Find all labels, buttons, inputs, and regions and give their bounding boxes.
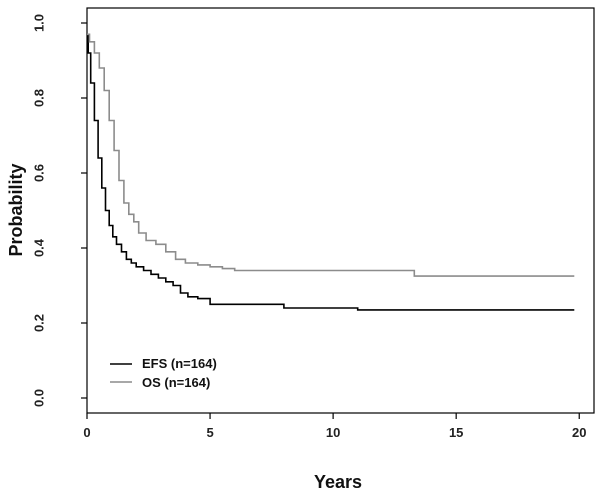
series-layer [87, 33, 575, 311]
x-axis-title: Years [314, 472, 362, 492]
y-tick-label: 0.8 [32, 89, 47, 107]
y-axis-title: Probability [6, 163, 26, 256]
legend-label-efs: EFS (n=164) [142, 356, 217, 371]
plot-frame [86, 7, 595, 414]
x-tick-label: 5 [206, 425, 213, 440]
x-tick-label: 15 [449, 425, 463, 440]
series-line-os [87, 33, 575, 277]
x-tick-label: 0 [83, 425, 90, 440]
x-tick-label: 10 [326, 425, 340, 440]
x-axis: 0 5 10 15 20 [83, 413, 586, 440]
legend-label-os: OS (n=164) [142, 375, 210, 390]
series-line-efs [87, 33, 575, 311]
y-tick-label: 0.4 [32, 238, 47, 257]
y-tick-label: 0.6 [32, 164, 47, 182]
y-tick-label: 0.2 [32, 314, 47, 332]
y-tick-label: 0.0 [32, 389, 47, 407]
y-tick-label: 1.0 [32, 14, 47, 32]
legend: EFS (n=164) OS (n=164) [110, 356, 217, 390]
x-tick-label: 20 [572, 425, 586, 440]
y-axis: 0.0 0.2 0.4 0.6 0.8 1.0 [32, 14, 87, 407]
